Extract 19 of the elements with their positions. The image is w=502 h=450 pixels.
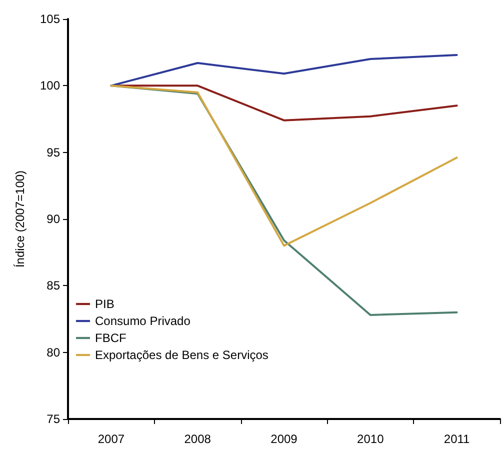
y-axis-title: Índice (2007=100) [13, 170, 27, 268]
legend-label: Exportações de Bens e Serviços [95, 348, 268, 362]
y-tick-label: 80 [46, 345, 60, 360]
y-tick-label: 95 [46, 145, 60, 160]
y-tick-label: 75 [46, 412, 60, 426]
x-tick-label: 2008 [184, 432, 212, 446]
y-tick-label: 90 [46, 212, 60, 226]
x-tick-label: 2009 [270, 432, 298, 446]
line-series [110, 54, 458, 87]
y-tick-label: 85 [46, 278, 60, 293]
x-tick-label: 2010 [357, 432, 384, 446]
x-tick-label: 2007 [98, 432, 125, 446]
legend-label: FBCF [95, 331, 126, 345]
y-tick-label: 100 [40, 78, 60, 93]
line-series [110, 84, 458, 247]
y-tick-label: 105 [40, 12, 60, 26]
legend-label: PIB [95, 297, 114, 311]
legend-label: Consumo Privado [95, 314, 191, 328]
x-tick-label: 2011 [444, 432, 470, 446]
